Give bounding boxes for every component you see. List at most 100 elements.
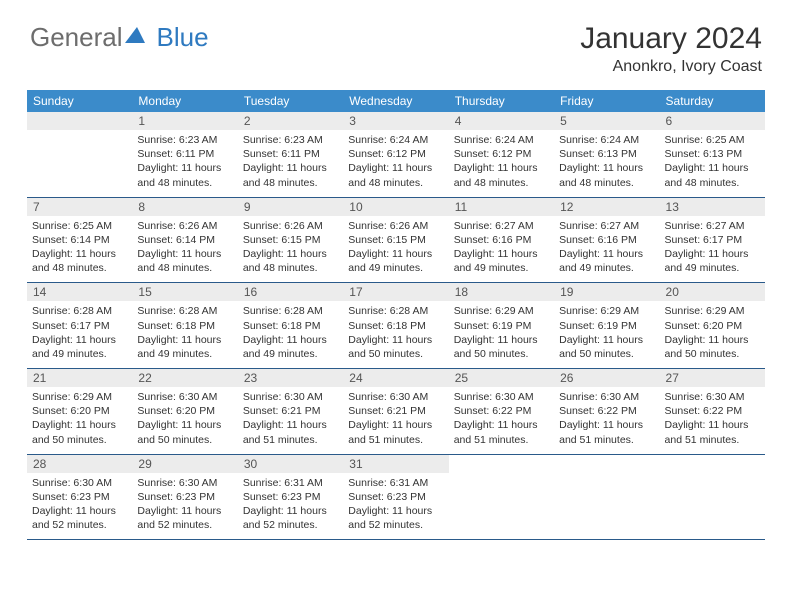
day-cell [27, 112, 132, 197]
sunset-text: Sunset: 6:18 PM [137, 319, 232, 333]
daylight-text: Daylight: 11 hours and 51 minutes. [665, 418, 760, 446]
day-number: 24 [343, 369, 448, 387]
daylight-text: Daylight: 11 hours and 49 minutes. [665, 247, 760, 275]
day-number: 5 [554, 112, 659, 130]
day-body: Sunrise: 6:28 AMSunset: 6:17 PMDaylight:… [27, 301, 132, 368]
daylight-text: Daylight: 11 hours and 51 minutes. [454, 418, 549, 446]
day-number: 11 [449, 198, 554, 216]
daylight-text: Daylight: 11 hours and 51 minutes. [243, 418, 338, 446]
day-header: Sunday [27, 90, 132, 112]
sunrise-text: Sunrise: 6:23 AM [243, 133, 338, 147]
day-body: Sunrise: 6:24 AMSunset: 6:12 PMDaylight:… [449, 130, 554, 197]
day-body: Sunrise: 6:23 AMSunset: 6:11 PMDaylight:… [238, 130, 343, 197]
day-cell: 17Sunrise: 6:28 AMSunset: 6:18 PMDayligh… [343, 283, 448, 369]
day-number: 14 [27, 283, 132, 301]
day-cell: 10Sunrise: 6:26 AMSunset: 6:15 PMDayligh… [343, 197, 448, 283]
sunrise-text: Sunrise: 6:24 AM [348, 133, 443, 147]
day-number: 6 [660, 112, 765, 130]
location: Anonkro, Ivory Coast [580, 58, 762, 76]
sunrise-text: Sunrise: 6:30 AM [559, 390, 654, 404]
day-cell: 30Sunrise: 6:31 AMSunset: 6:23 PMDayligh… [238, 454, 343, 540]
day-body: Sunrise: 6:27 AMSunset: 6:16 PMDaylight:… [554, 216, 659, 283]
day-cell: 28Sunrise: 6:30 AMSunset: 6:23 PMDayligh… [27, 454, 132, 540]
sunset-text: Sunset: 6:11 PM [137, 147, 232, 161]
day-body: Sunrise: 6:27 AMSunset: 6:17 PMDaylight:… [660, 216, 765, 283]
day-number: 31 [343, 455, 448, 473]
daylight-text: Daylight: 11 hours and 48 minutes. [137, 161, 232, 189]
day-body: Sunrise: 6:24 AMSunset: 6:13 PMDaylight:… [554, 130, 659, 197]
sunset-text: Sunset: 6:14 PM [32, 233, 127, 247]
day-cell: 9Sunrise: 6:26 AMSunset: 6:15 PMDaylight… [238, 197, 343, 283]
week-row: 7Sunrise: 6:25 AMSunset: 6:14 PMDaylight… [27, 197, 765, 283]
month-title: January 2024 [580, 22, 762, 56]
day-header: Friday [554, 90, 659, 112]
day-body: Sunrise: 6:25 AMSunset: 6:14 PMDaylight:… [27, 216, 132, 283]
day-header: Wednesday [343, 90, 448, 112]
daylight-text: Daylight: 11 hours and 50 minutes. [665, 333, 760, 361]
day-number: 22 [132, 369, 237, 387]
day-body: Sunrise: 6:29 AMSunset: 6:20 PMDaylight:… [660, 301, 765, 368]
sunrise-text: Sunrise: 6:30 AM [243, 390, 338, 404]
daylight-text: Daylight: 11 hours and 48 minutes. [243, 247, 338, 275]
day-number: 20 [660, 283, 765, 301]
sunrise-text: Sunrise: 6:30 AM [137, 476, 232, 490]
day-number: 27 [660, 369, 765, 387]
day-cell: 12Sunrise: 6:27 AMSunset: 6:16 PMDayligh… [554, 197, 659, 283]
day-number: 8 [132, 198, 237, 216]
daylight-text: Daylight: 11 hours and 48 minutes. [665, 161, 760, 189]
daylight-text: Daylight: 11 hours and 50 minutes. [32, 418, 127, 446]
sunrise-text: Sunrise: 6:30 AM [348, 390, 443, 404]
daylight-text: Daylight: 11 hours and 50 minutes. [348, 333, 443, 361]
sunrise-text: Sunrise: 6:26 AM [243, 219, 338, 233]
day-cell: 5Sunrise: 6:24 AMSunset: 6:13 PMDaylight… [554, 112, 659, 197]
daylight-text: Daylight: 11 hours and 50 minutes. [454, 333, 549, 361]
sunrise-text: Sunrise: 6:28 AM [243, 304, 338, 318]
day-number: 12 [554, 198, 659, 216]
sunset-text: Sunset: 6:22 PM [454, 404, 549, 418]
day-cell: 6Sunrise: 6:25 AMSunset: 6:13 PMDaylight… [660, 112, 765, 197]
sunset-text: Sunset: 6:20 PM [32, 404, 127, 418]
day-body: Sunrise: 6:30 AMSunset: 6:22 PMDaylight:… [449, 387, 554, 454]
day-cell: 8Sunrise: 6:26 AMSunset: 6:14 PMDaylight… [132, 197, 237, 283]
daylight-text: Daylight: 11 hours and 48 minutes. [137, 247, 232, 275]
day-number: 28 [27, 455, 132, 473]
daylight-text: Daylight: 11 hours and 49 minutes. [559, 247, 654, 275]
sunrise-text: Sunrise: 6:29 AM [559, 304, 654, 318]
day-body: Sunrise: 6:30 AMSunset: 6:23 PMDaylight:… [27, 473, 132, 540]
day-number: 26 [554, 369, 659, 387]
sunrise-text: Sunrise: 6:29 AM [454, 304, 549, 318]
daylight-text: Daylight: 11 hours and 48 minutes. [243, 161, 338, 189]
sunset-text: Sunset: 6:23 PM [137, 490, 232, 504]
empty-day-number [27, 112, 132, 130]
day-body: Sunrise: 6:29 AMSunset: 6:20 PMDaylight:… [27, 387, 132, 454]
day-body: Sunrise: 6:30 AMSunset: 6:22 PMDaylight:… [554, 387, 659, 454]
day-number: 18 [449, 283, 554, 301]
day-header: Monday [132, 90, 237, 112]
sunset-text: Sunset: 6:22 PM [559, 404, 654, 418]
triangle-icon [125, 25, 147, 50]
daylight-text: Daylight: 11 hours and 48 minutes. [559, 161, 654, 189]
day-body: Sunrise: 6:23 AMSunset: 6:11 PMDaylight:… [132, 130, 237, 197]
daylight-text: Daylight: 11 hours and 48 minutes. [32, 247, 127, 275]
sunrise-text: Sunrise: 6:25 AM [32, 219, 127, 233]
day-cell: 19Sunrise: 6:29 AMSunset: 6:19 PMDayligh… [554, 283, 659, 369]
day-body: Sunrise: 6:28 AMSunset: 6:18 PMDaylight:… [132, 301, 237, 368]
sunrise-text: Sunrise: 6:27 AM [559, 219, 654, 233]
day-body: Sunrise: 6:26 AMSunset: 6:14 PMDaylight:… [132, 216, 237, 283]
day-number: 2 [238, 112, 343, 130]
sunset-text: Sunset: 6:13 PM [665, 147, 760, 161]
sunset-text: Sunset: 6:19 PM [559, 319, 654, 333]
sunrise-text: Sunrise: 6:30 AM [454, 390, 549, 404]
day-cell: 4Sunrise: 6:24 AMSunset: 6:12 PMDaylight… [449, 112, 554, 197]
logo-text-blue: Blue [157, 22, 209, 53]
sunset-text: Sunset: 6:23 PM [243, 490, 338, 504]
sunset-text: Sunset: 6:20 PM [665, 319, 760, 333]
day-number: 19 [554, 283, 659, 301]
day-body: Sunrise: 6:31 AMSunset: 6:23 PMDaylight:… [343, 473, 448, 540]
day-body: Sunrise: 6:30 AMSunset: 6:21 PMDaylight:… [343, 387, 448, 454]
day-cell: 27Sunrise: 6:30 AMSunset: 6:22 PMDayligh… [660, 369, 765, 455]
daylight-text: Daylight: 11 hours and 51 minutes. [348, 418, 443, 446]
sunset-text: Sunset: 6:18 PM [348, 319, 443, 333]
sunrise-text: Sunrise: 6:28 AM [348, 304, 443, 318]
sunrise-text: Sunrise: 6:26 AM [348, 219, 443, 233]
